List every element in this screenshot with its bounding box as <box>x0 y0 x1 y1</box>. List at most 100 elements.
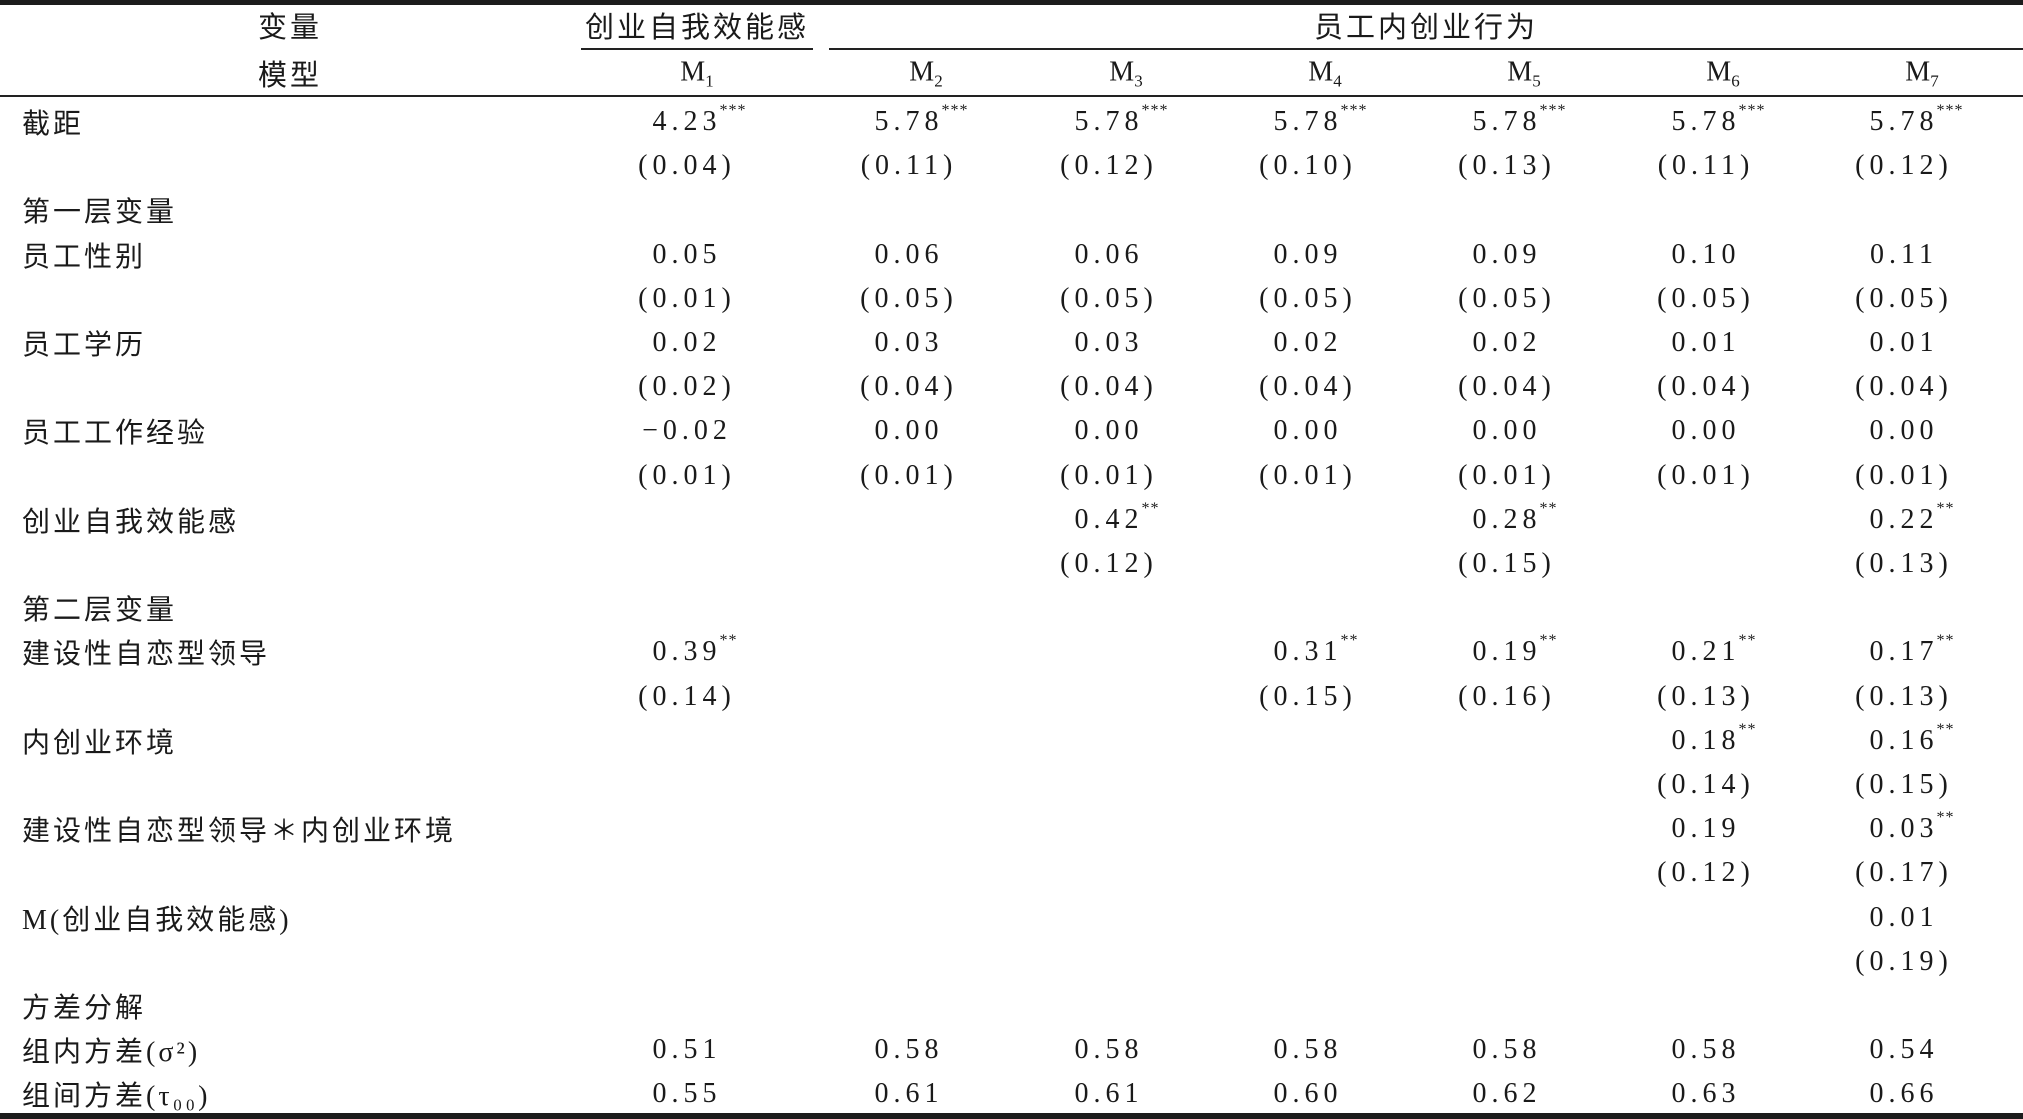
cell-value: 0.00 <box>874 415 944 447</box>
cell-m3: 0.42 ** <box>1074 500 1159 536</box>
cell-value: 0.58 <box>1074 1034 1144 1066</box>
cell-m7: 0.17 ** <box>1870 632 1954 668</box>
cell-value: (0.04) <box>1458 371 1556 403</box>
significance-stars: ** <box>1141 499 1160 517</box>
cell-value: 0.31 <box>1273 636 1343 668</box>
row-label: 建设性自恋型领导＊内创业环境 <box>22 816 457 848</box>
significance-stars: *** <box>1539 102 1567 119</box>
cell-value: (0.12) <box>1060 150 1158 182</box>
cell-value: 0.03 <box>1074 327 1144 358</box>
cell-value: 5.78 <box>1472 106 1542 137</box>
cell-value: 0.02 <box>1273 327 1343 358</box>
cell-m4: 0.00 <box>1274 415 1343 447</box>
cell-value: (0.12) <box>1657 857 1755 889</box>
cell-m1: 0.55 <box>653 1078 722 1110</box>
cell-m1: 0.05 <box>653 239 722 271</box>
model-header-m3: M3 <box>1109 57 1142 92</box>
cell-m5: (0.16) <box>1458 681 1556 713</box>
cell-value: 0.22 <box>1869 503 1939 535</box>
cell-value: 5.78 <box>874 106 944 137</box>
variable-header: 变量 <box>257 12 323 44</box>
significance-stars: ** <box>1936 809 1955 827</box>
cell-m5: 0.58 <box>1473 1034 1542 1066</box>
model-name: M <box>1507 56 1533 88</box>
model-name: M <box>1905 56 1931 88</box>
model-header-m6: M6 <box>1706 57 1739 92</box>
cell-m6: 0.19 <box>1672 813 1741 845</box>
cell-m1: (0.01) <box>638 283 736 315</box>
cell-value: 0.42 <box>1074 503 1144 535</box>
significance-stars: ** <box>1936 632 1955 650</box>
cell-m5: 0.62 <box>1473 1078 1542 1110</box>
cell-value: (0.01) <box>1855 459 1953 491</box>
cell-m6: 0.01 <box>1672 327 1741 359</box>
cell-value: 0.19 <box>1671 813 1741 845</box>
cell-m7: 0.54 <box>1870 1034 1939 1066</box>
cell-m5: 0.09 <box>1473 239 1542 271</box>
cell-value: (0.14) <box>638 680 736 712</box>
cell-value: (0.05) <box>860 282 958 314</box>
cell-m2: 5.78 *** <box>874 102 968 138</box>
cell-m6: 5.78 *** <box>1671 102 1765 138</box>
cell-m1: (0.04) <box>638 150 736 182</box>
significance-stars: ** <box>1539 499 1558 517</box>
significance-stars: ** <box>1936 499 1955 517</box>
cell-m7: (0.13) <box>1855 548 1953 580</box>
cell-m5: 0.00 <box>1473 415 1542 447</box>
cell-m2: 0.00 <box>875 415 944 447</box>
cell-m4: 5.78 *** <box>1274 102 1367 138</box>
model-subscript: 1 <box>705 71 714 91</box>
cell-value: 0.58 <box>874 1034 944 1066</box>
cell-m1: (0.02) <box>638 371 736 403</box>
row-label: 组间方差(τ₀₀) <box>22 1081 211 1113</box>
cell-value: (0.10) <box>1259 150 1357 182</box>
cell-m7: 0.11 <box>1870 239 1938 271</box>
cell-m4: (0.04) <box>1259 371 1357 403</box>
cell-m7: (0.15) <box>1855 769 1953 801</box>
cell-m2: 0.58 <box>875 1034 944 1066</box>
model-header-m5: M5 <box>1507 57 1540 92</box>
significance-stars: ** <box>1738 632 1757 650</box>
cell-value: 0.58 <box>1273 1034 1343 1066</box>
row-label: 创业自我效能感 <box>22 506 240 538</box>
cell-m3: (0.04) <box>1060 371 1158 403</box>
cell-value: 0.61 <box>874 1078 944 1110</box>
model-name: M <box>680 56 706 88</box>
row-label: 员工学历 <box>22 330 147 361</box>
cell-value: (0.13) <box>1458 150 1556 182</box>
cell-value: (0.12) <box>1060 548 1158 579</box>
significance-stars: *** <box>719 102 747 119</box>
cell-value: (0.05) <box>1855 282 1953 314</box>
model-subscript: 5 <box>1532 71 1541 91</box>
cell-value: 5.78 <box>1074 106 1144 137</box>
cell-value: (0.05) <box>1458 282 1556 314</box>
model-header-m7: M7 <box>1905 57 1938 92</box>
cell-value: 0.06 <box>1074 238 1144 270</box>
row-label: 内创业环境 <box>22 727 178 759</box>
cell-value: 0.06 <box>874 238 944 270</box>
cell-m3: 0.06 <box>1075 239 1144 271</box>
cell-m3: (0.05) <box>1060 283 1158 315</box>
cell-m2: (0.04) <box>860 371 958 403</box>
cell-m6: (0.05) <box>1657 283 1755 315</box>
cell-m6: (0.11) <box>1658 150 1755 182</box>
model-header-m4: M4 <box>1308 57 1341 92</box>
cell-value: 0.66 <box>1869 1078 1939 1110</box>
cell-value: (0.14) <box>1657 769 1755 800</box>
cell-m4: (0.15) <box>1259 681 1357 713</box>
cell-m4: 0.09 <box>1274 239 1343 271</box>
significance-stars: ** <box>1539 632 1558 650</box>
cell-m5: 0.02 <box>1473 327 1542 359</box>
cell-m4: (0.05) <box>1259 283 1357 315</box>
significance-stars: *** <box>941 102 969 119</box>
cell-m2: (0.11) <box>861 150 958 182</box>
cell-value: 5.78 <box>1671 106 1741 137</box>
cell-value: (0.01) <box>860 459 958 491</box>
cell-m2: 0.06 <box>875 239 944 271</box>
cell-value: 0.01 <box>1671 327 1741 358</box>
cell-m4: 0.58 <box>1274 1034 1343 1066</box>
cell-m7: 0.66 <box>1870 1078 1939 1110</box>
significance-stars: ** <box>1738 720 1757 738</box>
significance-stars: ** <box>719 632 738 650</box>
cell-value: 0.00 <box>1074 415 1144 447</box>
